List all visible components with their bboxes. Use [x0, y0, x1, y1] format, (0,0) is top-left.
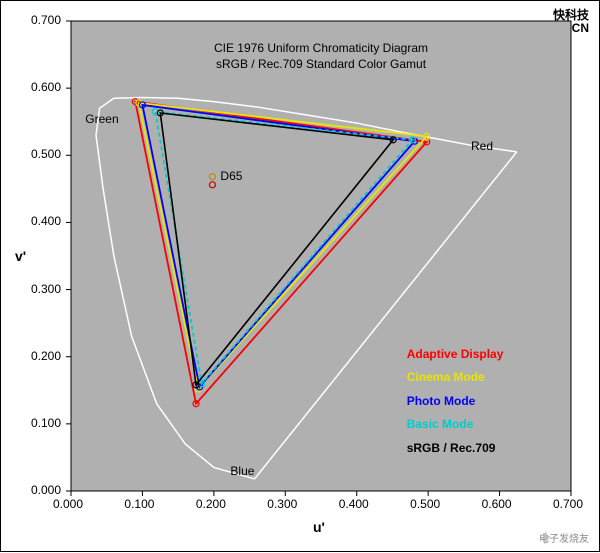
x-tick-label: 0.600: [482, 497, 512, 511]
y-tick-label: 0.300: [31, 282, 61, 296]
lightning-icon: [539, 531, 553, 545]
y-tick-label: 0.700: [31, 13, 61, 27]
y-tick-label: 0.600: [31, 80, 61, 94]
legend-adaptive: Adaptive Display: [407, 347, 504, 361]
gamut-srgb: [160, 113, 393, 385]
legend-photo: Photo Mode: [407, 394, 476, 408]
chart-title-line2: sRGB / Rec.709 Standard Color Gamut: [71, 57, 571, 71]
x-tick-label: 0.100: [124, 497, 154, 511]
watermark-bottom: 电子发烧友: [539, 530, 589, 545]
y-axis-label: v': [15, 248, 26, 264]
x-tick-label: 0.200: [196, 497, 226, 511]
legend-cinema: Cinema Mode: [407, 370, 485, 384]
y-tick-label: 0.200: [31, 349, 61, 363]
gamut-basic: [155, 112, 412, 384]
x-tick-label: 0.400: [339, 497, 369, 511]
gamut-cinema: [139, 103, 427, 389]
label-blue: Blue: [230, 464, 254, 478]
legend-basic: Basic Mode: [407, 417, 474, 431]
x-tick-label: 0.500: [410, 497, 440, 511]
chart-svg: [1, 1, 600, 553]
label-d65: D65: [220, 169, 242, 183]
x-tick-label: 0.000: [53, 497, 83, 511]
figure-container: 快科技 KKJ.CN CIE 1976 Uniform Chromaticity…: [0, 0, 600, 552]
y-tick-label: 0.500: [31, 147, 61, 161]
label-red: Red: [471, 139, 493, 153]
y-tick-label: 0.400: [31, 214, 61, 228]
chart-title-line1: CIE 1976 Uniform Chromaticity Diagram: [71, 41, 571, 55]
x-tick-label: 0.700: [553, 497, 583, 511]
y-tick-label: 0.000: [31, 483, 61, 497]
chart-title-box: CIE 1976 Uniform Chromaticity Diagram sR…: [71, 41, 571, 75]
legend-srgb: sRGB / Rec.709: [407, 441, 496, 455]
x-tick-label: 0.300: [267, 497, 297, 511]
y-tick-label: 0.100: [31, 416, 61, 430]
label-green: Green: [85, 112, 118, 126]
x-axis-label: u': [313, 519, 325, 535]
